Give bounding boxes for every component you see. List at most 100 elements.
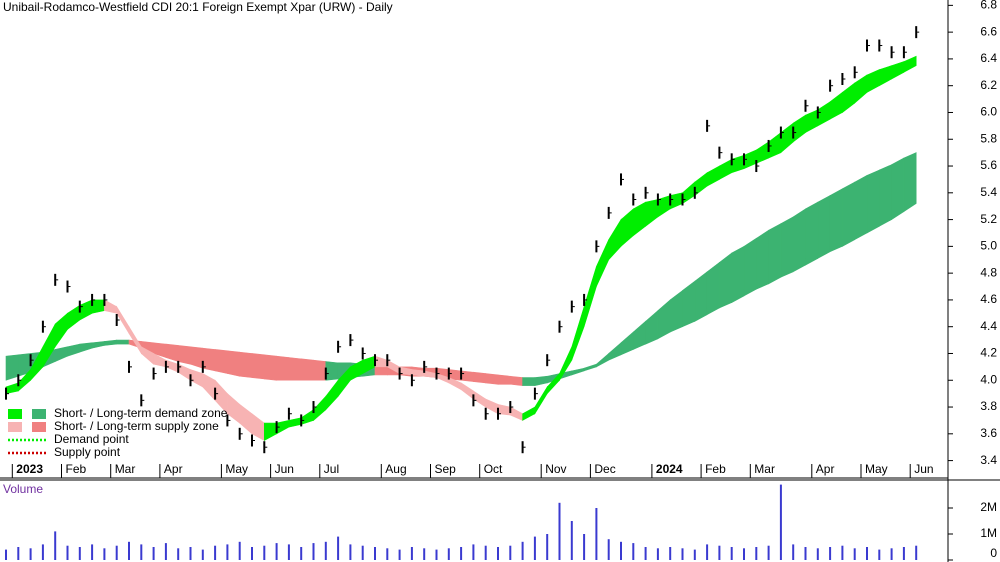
x-tick-label: May	[865, 462, 888, 476]
volume-bar	[755, 547, 758, 560]
long-term-zone	[731, 245, 745, 304]
volume-bar	[890, 548, 893, 560]
long-term-zone	[780, 216, 794, 278]
long-term-zone	[325, 361, 339, 381]
long-term-zone	[743, 237, 757, 297]
x-tick-label: Aug	[385, 462, 406, 476]
x-tick-label: Jun	[914, 462, 933, 476]
volume-bar	[853, 548, 856, 560]
legend-swatch	[32, 422, 46, 432]
long-term-zone	[768, 223, 782, 285]
y-tick-label: 5.4	[980, 185, 997, 199]
x-tick-label: May	[225, 462, 248, 476]
legend-label: Short- / Long-term demand zone	[54, 406, 228, 420]
volume-bar	[337, 536, 340, 560]
volume-bar	[140, 544, 143, 560]
volume-bar	[841, 545, 844, 560]
long-term-zone	[866, 169, 880, 234]
y-tick-label: 6.2	[980, 78, 997, 92]
long-term-zone	[227, 350, 240, 377]
volume-bar	[226, 544, 229, 560]
volume-bar	[718, 545, 721, 560]
long-term-zone	[805, 201, 819, 266]
long-term-zone	[903, 152, 917, 213]
volume-bar	[201, 549, 204, 560]
x-tick-label: Oct	[484, 462, 503, 476]
volume-bar	[128, 541, 130, 560]
long-term-zone	[522, 377, 536, 386]
volume-bar	[546, 534, 549, 560]
volume-bar	[66, 545, 69, 560]
y-tick-label: 5.6	[980, 158, 997, 172]
volume-bar	[312, 543, 315, 560]
short-term-zone	[91, 299, 105, 314]
long-term-zone	[116, 339, 130, 345]
volume-bar	[251, 547, 253, 560]
long-term-zone	[891, 157, 905, 221]
volume-bar	[558, 502, 561, 560]
y-tick-label: 6.0	[980, 105, 997, 119]
volume-tick-label: 1M	[980, 526, 997, 540]
x-tick-label: Jun	[275, 462, 294, 476]
x-tick-label: Mar	[754, 462, 775, 476]
volume-bar	[595, 508, 598, 560]
x-tick-label: Feb	[705, 462, 726, 476]
long-term-zone	[288, 357, 302, 381]
volume-bar	[620, 541, 622, 560]
long-term-zone	[485, 373, 499, 385]
volume-bar	[632, 543, 635, 560]
y-tick-label: 4.6	[980, 292, 997, 306]
y-tick-label: 5.0	[980, 239, 997, 253]
volume-tick-label: 2M	[980, 500, 997, 514]
x-tick-label: 2023	[16, 462, 43, 476]
volume-bar	[398, 549, 401, 560]
volume-bar	[214, 545, 217, 560]
volume-bar	[115, 545, 118, 560]
legend-swatch	[32, 409, 46, 419]
volume-bar	[189, 547, 192, 560]
y-tick-label: 6.6	[980, 24, 997, 38]
volume-bar	[287, 544, 290, 560]
long-term-zone	[251, 353, 265, 380]
long-term-zone	[719, 252, 733, 309]
volume-bar	[472, 544, 475, 560]
long-term-zone	[177, 345, 191, 365]
volume-bar	[656, 548, 659, 560]
volume-bar	[275, 543, 278, 560]
long-term-zone	[706, 261, 720, 316]
long-term-zone	[276, 355, 290, 381]
y-tick-label: 6.4	[980, 51, 997, 65]
y-tick-label: 5.8	[980, 131, 997, 145]
y-tick-label: 3.6	[980, 426, 997, 440]
volume-bar	[570, 521, 573, 560]
volume-bar	[767, 545, 770, 560]
volume-bar	[324, 541, 327, 560]
volume-bar	[349, 544, 352, 560]
volume-bar	[5, 549, 7, 560]
volume-bar	[152, 547, 155, 560]
volume-bar	[410, 547, 413, 560]
x-tick-label: 2024	[656, 462, 683, 476]
long-term-zone	[878, 164, 892, 227]
long-term-zone	[313, 359, 327, 381]
volume-bar	[583, 534, 586, 560]
long-term-zone	[214, 349, 228, 374]
volume-bar	[792, 544, 795, 560]
long-term-zone	[854, 174, 868, 241]
x-tick-label: Apr	[816, 462, 835, 476]
volume-bar	[915, 545, 918, 560]
long-term-zone	[5, 354, 19, 381]
long-term-zone	[202, 347, 216, 372]
volume-bar	[669, 547, 672, 560]
volume-bar	[878, 549, 881, 560]
volume-bar	[17, 547, 20, 560]
long-term-zone	[792, 208, 806, 273]
volume-bar	[177, 548, 180, 560]
volume-bar	[164, 543, 167, 560]
long-term-zone	[755, 229, 769, 290]
y-tick-label: 6.8	[980, 0, 997, 12]
x-tick-label: Jul	[324, 462, 339, 476]
legend-label: Supply point	[54, 445, 121, 459]
